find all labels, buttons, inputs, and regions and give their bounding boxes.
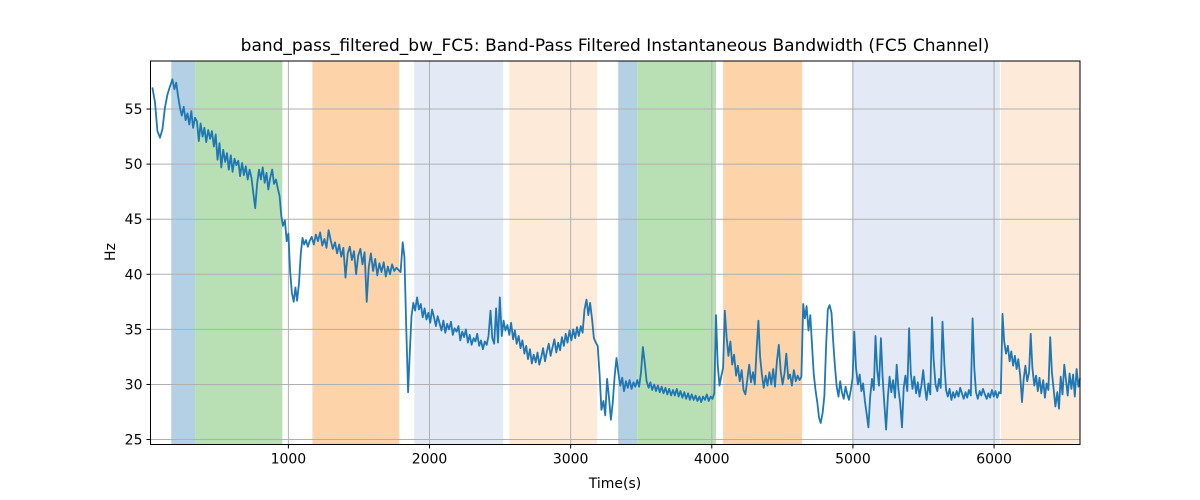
band-pale_orange	[509, 61, 598, 445]
y-tick-label: 55	[125, 102, 143, 118]
axes-spines	[150, 60, 1081, 445]
y-tick-label: 35	[125, 322, 143, 338]
x-tick-label: 1000	[271, 452, 307, 468]
y-tick-label: 25	[125, 433, 143, 449]
chart-title: band_pass_filtered_bw_FC5: Band-Pass Fil…	[240, 36, 990, 56]
band-pale_blue	[414, 61, 504, 445]
band-blue	[618, 61, 638, 445]
y-tick-label: 30	[125, 377, 143, 393]
series-line	[151, 78, 1081, 431]
band-blue	[171, 61, 196, 445]
x-tick-label: 3000	[553, 452, 589, 468]
x-tick-label: 5000	[835, 452, 871, 468]
x-axis-label: Time(s)	[588, 476, 642, 492]
x-tick-label: 6000	[976, 452, 1012, 468]
band-green	[195, 61, 283, 445]
x-tick-label: 4000	[694, 452, 730, 468]
band-green	[637, 61, 717, 445]
y-tick-label: 50	[125, 157, 143, 173]
y-tick-label: 40	[125, 267, 143, 283]
band-orange	[312, 61, 400, 445]
band-orange	[723, 61, 803, 445]
y-tick-label: 45	[125, 212, 143, 228]
x-tick-label: 2000	[412, 452, 448, 468]
